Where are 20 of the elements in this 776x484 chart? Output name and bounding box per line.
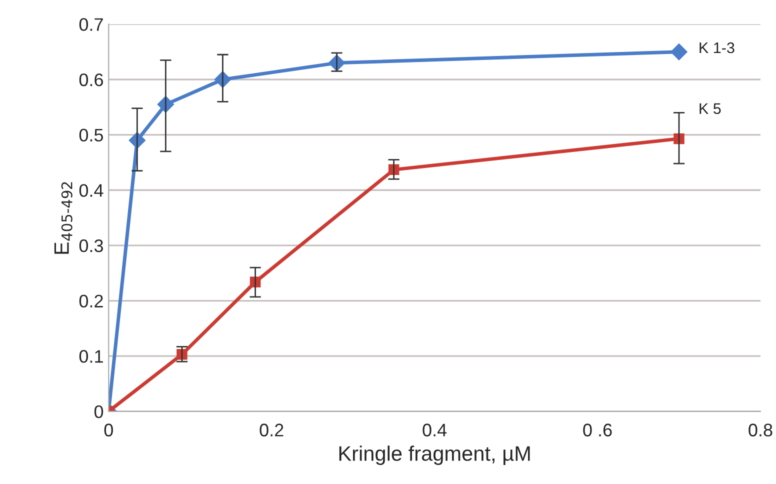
x-tick-label: 0.8 bbox=[748, 424, 772, 436]
x-axis-title: Kringle fragment, µM bbox=[339, 446, 530, 466]
x-tick-label: 0.2 bbox=[260, 424, 284, 436]
y-tick-label: 0 bbox=[94, 405, 104, 418]
y-tick-label: 0.1 bbox=[79, 350, 103, 363]
series-label: K 5 bbox=[700, 103, 721, 114]
point bbox=[670, 43, 688, 60]
y-tick-label: 0.2 bbox=[79, 294, 103, 308]
x-tick-label: 0 .6 bbox=[583, 424, 612, 436]
x-tick-label: 0.4 bbox=[422, 424, 447, 436]
y-tick-label: 0.7 bbox=[79, 18, 103, 31]
y-tick-label: 0.3 bbox=[79, 239, 103, 252]
series-label: K 1-3 bbox=[700, 42, 734, 54]
y-tick-label: 0.4 bbox=[79, 184, 104, 197]
x-tick-label: 0 bbox=[104, 424, 113, 436]
y-tick-label: 0.6 bbox=[79, 73, 103, 86]
y-tick-label: 0.5 bbox=[79, 128, 104, 142]
point bbox=[674, 133, 684, 144]
y-axis-title: E$_{405-492}$ bbox=[54, 182, 72, 254]
point bbox=[176, 349, 188, 360]
